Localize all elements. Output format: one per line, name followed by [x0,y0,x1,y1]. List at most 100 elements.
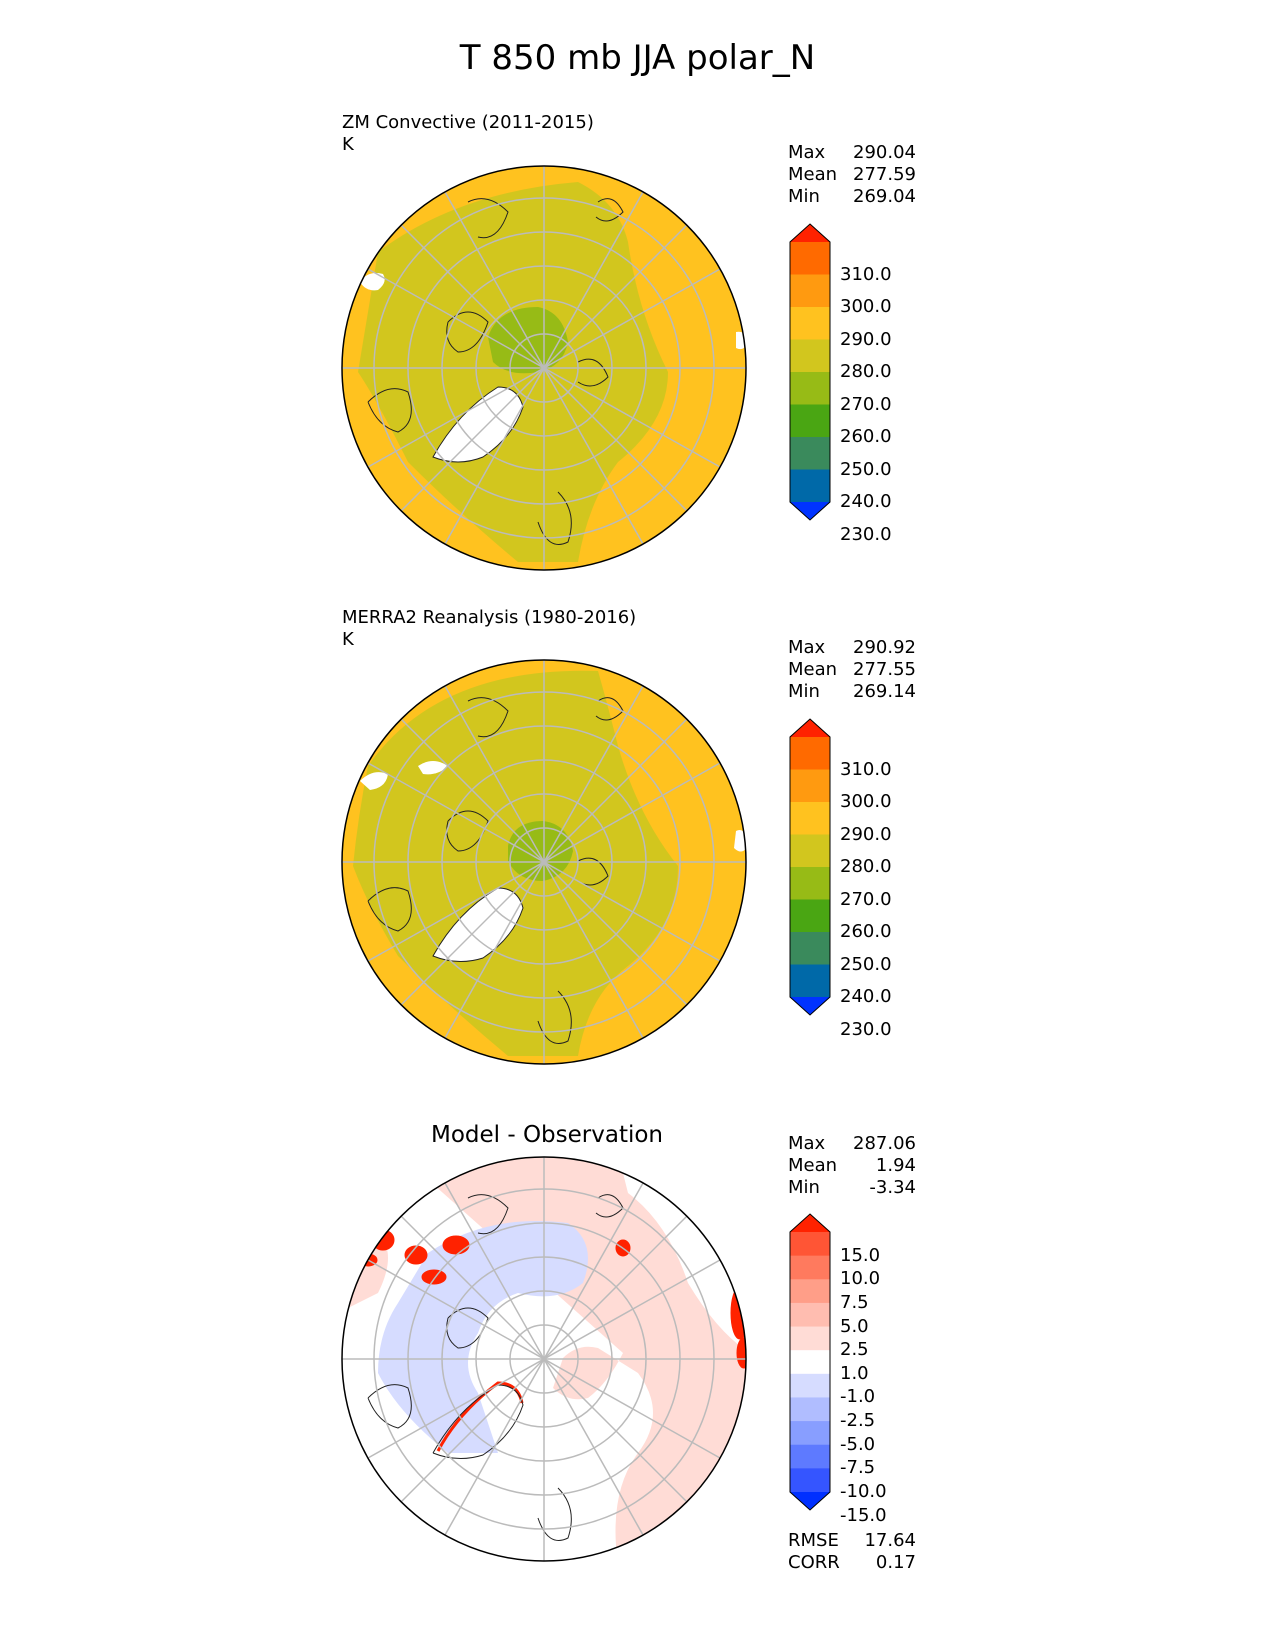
panel-2-colorbar [789,718,831,1016]
colorbar-segment [790,867,830,900]
colorbar-segment [790,1326,830,1351]
colorbar-segment [790,769,830,803]
panel-3-difference-map [341,1156,747,1562]
colorbar-tick-label: 5.0 [840,1315,869,1337]
difference-patch [421,1269,447,1285]
panel-2-polar-map [341,659,747,1065]
graticule [342,166,746,570]
panel-1-stats: Max 290.04 Mean 277.59 Min 269.04 [788,142,916,208]
colorbar-segment [790,1373,830,1398]
colorbar-segment [790,834,830,868]
colorbar-tick-label: 270.0 [840,888,892,910]
panel-3-colorbar [789,1213,831,1511]
colorbar-segment [790,1421,830,1446]
colorbar-segment [790,964,830,998]
panel-1-label-text: ZM Convective (2011-2015) [342,112,594,133]
panel-1-colorbar-ticks: 310.0 300.0 290.0 280.0 270.0 260.0 250.0 240.0… [840,222,920,543]
missing-data-patch [418,761,448,775]
colorbar-segment [790,737,830,770]
stat-name: Min [788,186,820,207]
panel-3-colorbar-ticks: 15.0 10.0 7.5 5.0 2.5 1.0 -1.0 -2.5 -5.0 -7.5 -10.… [840,1212,920,1524]
colorbar-outline [789,1213,831,1511]
colorbar-extend-max [790,719,830,737]
colorbar-tick-label: -2.5 [840,1410,876,1432]
colorbar-tick-label: 260.0 [840,426,892,447]
colorbar-tick-label: 230.0 [840,1018,892,1040]
colorbar-segment [790,1302,830,1328]
panel-1-stat-mean: Mean 277.59 [788,164,916,186]
panel-1-stat-min: Min 269.04 [788,186,916,208]
stat-name: Max [788,637,826,658]
colorbar-outline [789,718,831,1016]
corr-stat: CORR 0.17 [788,1552,916,1574]
panel-1-stat-max: Max 290.04 [788,142,916,164]
colorbar-segment [790,1279,830,1304]
colorbar-segment [790,307,830,340]
colorbar-tick-label: 240.0 [840,491,892,512]
stat-value: 287.06 [853,1133,916,1154]
colorbar-segment [790,469,830,503]
stat-value: 290.92 [853,637,916,658]
colorbar-tick-label: 10.0 [840,1268,881,1290]
difference-patch [736,1337,746,1369]
panel-2-label: MERRA2 Reanalysis (1980-2016) K [342,607,636,651]
colorbar-extend-max [790,224,830,242]
panel-3-stat-min: Min -3.34 [788,1177,916,1199]
stat-value: 0.17 [875,1552,916,1573]
panel-2-colorbar-ticks: 310.0 300.0 290.0 280.0 270.0 260.0 250.0 240.0… [840,717,920,1038]
colorbar-tick-label: 300.0 [840,296,892,317]
stat-name: Mean [788,164,838,185]
stat-value: 1.94 [875,1155,916,1176]
stat-value: 277.55 [853,659,916,680]
colorbar-tick-label: 2.5 [840,1339,869,1361]
stat-name: Max [788,142,826,163]
colorbar-tick-label: -1.0 [840,1386,876,1408]
stat-name: Min [788,681,820,702]
panel-2-stats: Max 290.92 Mean 277.55 Min 269.14 [788,637,916,703]
missing-data-patch [360,772,388,790]
colorbar-segment [790,802,830,835]
colorbar-tick-label: 280.0 [840,361,892,382]
colorbar-segment [790,404,830,438]
greenland-edge [436,1381,524,1452]
colorbar-tick-label: 270.0 [840,393,892,415]
stat-name: Mean [788,659,838,680]
stat-name: Mean [788,1155,838,1176]
panel-3-title: Model - Observation [430,1122,664,1148]
graticule [342,660,746,1064]
panel-2-stat-max: Max 290.92 [788,637,916,659]
colorbar-extend-min [790,997,830,1015]
stat-value: 290.04 [853,142,916,163]
stat-name: Max [788,1133,826,1154]
colorbar-segment [790,372,830,405]
colorbar-extend-min [790,502,830,520]
figure-title: T 850 mb JJA polar_N [459,38,816,78]
colorbar-tick-label: 310.0 [840,263,892,285]
colorbar-segment [790,339,830,373]
colorbar-tick-label: 250.0 [840,953,892,975]
panel-1-polar-map [341,165,747,571]
colorbar-segment [790,932,830,965]
panel-1-units: K [342,134,354,155]
colorbar-segment [790,1350,830,1375]
map-boundary [341,1156,747,1562]
stat-name: RMSE [788,1530,839,1551]
polar-cold-region [508,821,573,881]
colorbar-segment [790,274,830,308]
stat-value: 269.04 [853,186,916,207]
colorbar-tick-label: 1.0 [840,1362,869,1384]
colorbar-tick-label: 230.0 [840,523,892,545]
panel-1-colorbar [789,223,831,521]
map-boundary [341,165,747,571]
colorbar-segment [790,1468,830,1493]
colorbar-tick-label: 310.0 [840,758,892,780]
colorbar-extend-max [790,1214,830,1232]
stat-value: 269.14 [853,681,916,702]
stat-name: CORR [788,1552,840,1573]
colorbar-tick-label: 240.0 [840,986,892,1007]
stat-value: 17.64 [864,1530,916,1551]
panel-2-stat-min: Min 269.14 [788,681,916,703]
colorbar-tick-label: -7.5 [840,1457,876,1479]
colorbar-segment [790,1397,830,1422]
rmse-stat: RMSE 17.64 [788,1530,916,1552]
